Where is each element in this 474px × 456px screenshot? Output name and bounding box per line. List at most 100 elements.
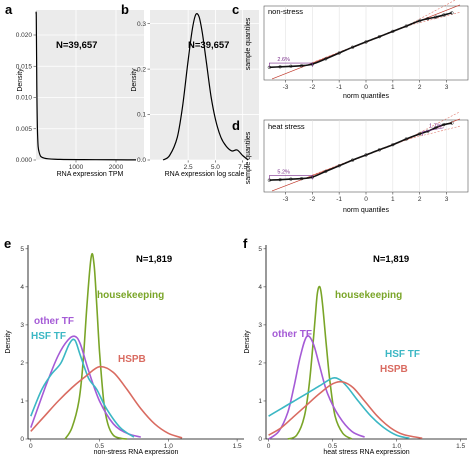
- y-axis-title: Density: [5, 330, 12, 354]
- confidence-band-lower: [312, 125, 460, 177]
- series-label-hsf-tf: HSF TF: [385, 349, 420, 360]
- tail-bracket: [422, 127, 444, 136]
- y-tick-label: 0.1: [137, 112, 146, 119]
- x-tick-label: -1: [336, 84, 342, 91]
- panel-letter-e: e: [4, 236, 11, 251]
- x-tick-label: -2: [309, 196, 315, 203]
- y-tick-label: 5: [258, 246, 262, 253]
- x-tick-label: 1: [391, 84, 395, 91]
- x-axis-title: heat stress RNA expression: [323, 449, 409, 456]
- y-tick-label: 0.3: [137, 21, 146, 28]
- x-tick-label: 7.5: [238, 164, 247, 171]
- panel-b: b 2.5 5.0 7.5 0.0 0.1 0.2 0.3 RNA expression log…: [121, 2, 259, 178]
- x-tick-label: -2: [309, 84, 315, 91]
- y-axis-title: Density: [17, 68, 24, 92]
- x-tick-label: 1.0: [392, 443, 401, 450]
- sample-size-label: N=39,657: [188, 40, 229, 51]
- facet-title: non-stress: [268, 7, 303, 16]
- x-tick-label: 1.5: [456, 443, 465, 450]
- series-label-hspb: HSPB: [380, 364, 408, 375]
- x-tick-label: 1.5: [233, 443, 242, 450]
- x-tick-label: 0: [29, 443, 33, 450]
- series-line-hsf-tf: [30, 338, 135, 438]
- series-label-housekeeping: housekeeping: [335, 290, 402, 301]
- x-tick-label: 5.0: [211, 164, 220, 171]
- panel-e: e 0 0.5 1.0 1.5 0 1 2 3 4 5 non-stress RNA expressi…: [4, 236, 244, 456]
- x-axis-title: norm quantiles: [343, 93, 389, 100]
- panel-letter-f: f: [243, 236, 248, 251]
- tail-bracket: [269, 62, 313, 68]
- y-tick-label: 0.015: [16, 63, 33, 70]
- y-tick-label: 0: [258, 436, 262, 443]
- series-line-other-tf: [268, 335, 365, 440]
- series-line-other-tf: [30, 335, 142, 438]
- series-label-other-tf: other TF: [272, 329, 312, 340]
- panel-d: d -3 -2 -1 0 1 2 3 norm quantiles sample quantile…: [232, 111, 469, 214]
- y-tick-label: 5: [20, 246, 24, 253]
- y-tick-label: 2: [258, 360, 262, 367]
- series-label-other-tf: other TF: [34, 316, 74, 327]
- sample-size-label: N=39,657: [56, 40, 97, 51]
- series-line-b: [162, 13, 249, 161]
- y-tick-label: 3: [20, 322, 24, 329]
- x-tick-label: 2: [418, 196, 422, 203]
- quantile-trace: [269, 12, 453, 69]
- y-tick-label: 0.0: [137, 157, 146, 164]
- series-line-hspb: [268, 380, 423, 439]
- x-tick-label: 0: [364, 196, 368, 203]
- x-tick-label: 2000: [109, 164, 124, 171]
- plot-background: [36, 10, 144, 160]
- x-tick-label: 3: [445, 196, 449, 203]
- series-line-hspb: [30, 365, 183, 439]
- x-tick-label: 1.0: [164, 443, 173, 450]
- tail-percentage: 2.6%: [277, 57, 290, 63]
- series-label-hsf-tf: HSF TF: [31, 331, 66, 342]
- y-axis-title: Density: [131, 68, 138, 92]
- series-line-a: [35, 11, 137, 161]
- sample-size-label: N=1,819: [373, 254, 409, 265]
- x-tick-label: 1000: [69, 164, 84, 171]
- y-tick-label: 0.2: [137, 66, 146, 73]
- panel-letter-c: c: [232, 2, 239, 17]
- y-tick-label: 2: [20, 360, 24, 367]
- x-tick-label: 2: [418, 84, 422, 91]
- x-axis-title: norm quantiles: [343, 207, 389, 214]
- panel-letter-b: b: [121, 2, 129, 17]
- x-tick-label: 0.5: [328, 443, 337, 450]
- series-line-housekeeping: [287, 285, 353, 440]
- y-tick-label: 4: [258, 284, 262, 291]
- x-tick-label: 0.5: [95, 443, 104, 450]
- x-tick-label: 0: [364, 84, 368, 91]
- y-tick-label: 1: [258, 398, 262, 405]
- tail-percentage: 1.7%: [429, 124, 442, 130]
- x-tick-label: 0: [267, 443, 271, 450]
- x-tick-label: 1: [391, 196, 395, 203]
- y-tick-label: 0.005: [16, 126, 33, 133]
- confidence-band-upper: [312, 0, 456, 63]
- series-line-housekeeping: [64, 252, 128, 440]
- confidence-band-lower: [312, 12, 460, 64]
- x-tick-label: 2.5: [184, 164, 193, 171]
- tail-percentage: 5.2%: [277, 170, 290, 176]
- panel-letter-a: a: [5, 2, 13, 17]
- x-tick-label: -1: [336, 196, 342, 203]
- panel-f: f 0 0.5 1.0 1.5 0 1 2 3 4 5 heat stress RNA express…: [243, 236, 467, 456]
- y-tick-label: 3: [258, 322, 262, 329]
- x-tick-label: -3: [283, 196, 289, 203]
- y-tick-label: 0.020: [16, 32, 33, 39]
- y-tick-label: 0: [20, 436, 24, 443]
- facet-title: heat stress: [268, 122, 305, 131]
- y-tick-label: 4: [20, 284, 24, 291]
- plot-background: [150, 10, 259, 160]
- tail-bracket: [269, 175, 313, 180]
- panel-a: a 1000 2000 0.000 0.005 0.010 0.015 0.020 RNA ex…: [5, 2, 144, 178]
- y-tick-label: 0.010: [16, 95, 33, 102]
- series-line-hsf-tf: [268, 377, 410, 439]
- series-label-hspb: HSPB: [118, 354, 146, 365]
- x-tick-label: 3: [445, 84, 449, 91]
- y-axis-title: sample quantiles: [245, 17, 252, 70]
- y-tick-label: 0.000: [16, 157, 33, 164]
- panel-letter-d: d: [232, 118, 240, 133]
- x-axis-title: RNA expression log scale: [165, 171, 245, 178]
